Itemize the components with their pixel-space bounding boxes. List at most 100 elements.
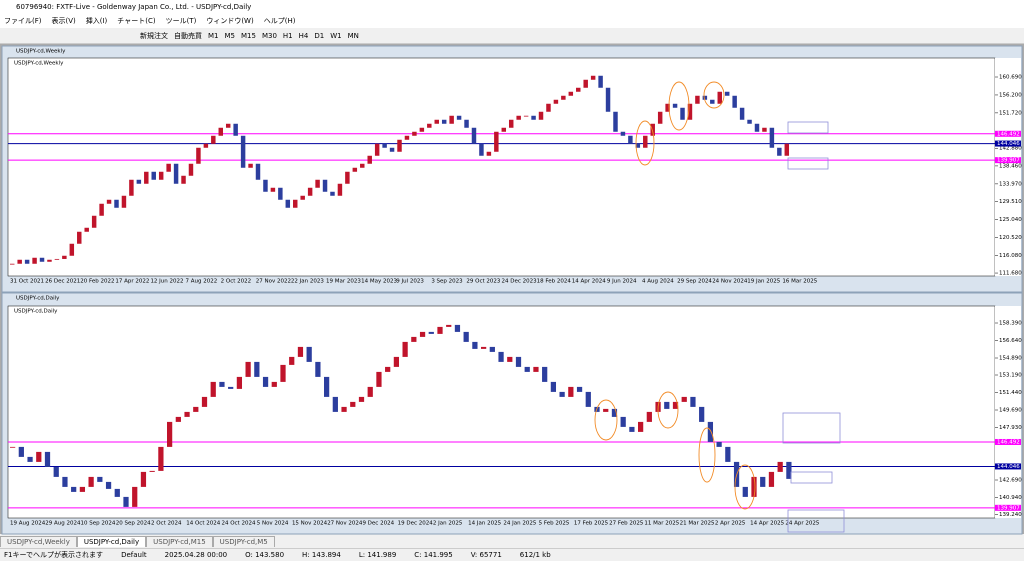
x-tick-label: 14 May 2023 <box>361 279 397 285</box>
level-tag <box>995 463 1021 470</box>
timeframe-button[interactable]: M15 <box>241 31 256 40</box>
x-tick-label: 9 Dec 2024 <box>362 521 394 527</box>
timeframe-button[interactable]: M5 <box>224 31 236 40</box>
candle <box>201 396 208 407</box>
toolbar-button[interactable]: 自動売買 <box>174 31 202 40</box>
menu-item[interactable]: 表示(V) <box>51 17 76 25</box>
title-bar: 60796940: FXTF-Live - Goldenway Japan Co… <box>0 0 1024 14</box>
candle <box>69 243 75 256</box>
candle <box>196 147 201 164</box>
candle <box>374 143 380 156</box>
timeframe-button[interactable]: MN <box>347 31 359 40</box>
candle <box>10 446 16 448</box>
menu-item[interactable]: 挿入(I) <box>85 17 108 25</box>
candle <box>158 446 164 471</box>
candle <box>590 75 596 80</box>
candle <box>489 346 495 352</box>
candle <box>742 486 748 497</box>
candle <box>376 371 382 387</box>
timeframe-button[interactable]: M1 <box>208 31 219 40</box>
price-axis <box>995 58 1021 276</box>
candle <box>441 119 447 124</box>
status-field: C: 141.995 <box>414 551 453 559</box>
candle <box>32 257 37 264</box>
candle <box>739 107 745 120</box>
x-tick-label: 20 Feb 2022 <box>80 279 114 285</box>
y-tick-label: 142.880 <box>999 146 1022 152</box>
candle <box>768 471 775 487</box>
x-tick-label: 29 Aug 2024 <box>45 521 81 527</box>
candle <box>434 119 439 124</box>
chart-tab[interactable]: USDJPY-cd,M5 <box>212 536 275 547</box>
candle <box>71 486 77 492</box>
candle <box>404 135 410 140</box>
status-field: O: 143.580 <box>245 551 285 559</box>
menu-item[interactable]: ヘルプ(H) <box>263 17 296 25</box>
chart-tab[interactable]: USDJPY-cd,Weekly <box>0 536 77 547</box>
candle <box>360 163 365 168</box>
timeframe-button[interactable]: H1 <box>282 31 293 40</box>
candle <box>471 127 477 144</box>
candle <box>289 356 295 365</box>
x-tick-label: 27 Nov 2024 <box>327 521 363 527</box>
candle <box>672 401 679 409</box>
candle <box>553 99 559 104</box>
timeframe-button[interactable]: D1 <box>314 31 325 40</box>
candle <box>769 127 775 148</box>
candle <box>538 111 544 120</box>
drawn-ellipse <box>635 120 655 166</box>
status-field: F1キーでヘルプが表示されます <box>4 551 104 559</box>
candle <box>149 470 155 472</box>
drawn-box <box>790 471 833 484</box>
y-tick-label: 120.520 <box>999 235 1022 241</box>
status-field: Default <box>121 551 147 559</box>
candle <box>79 486 86 492</box>
timeframe-button[interactable]: H4 <box>298 31 309 40</box>
candle <box>228 386 234 389</box>
chart-tab[interactable]: USDJPY-cd,M15 <box>146 536 213 547</box>
candle <box>193 406 199 412</box>
candle <box>481 346 487 349</box>
candle <box>175 416 181 422</box>
candle <box>240 135 246 168</box>
candle <box>702 95 708 100</box>
candle <box>62 476 68 487</box>
candle <box>393 356 400 367</box>
candle <box>576 87 581 92</box>
y-tick-label: 129.510 <box>999 199 1022 205</box>
x-tick-label: 31 Oct 2021 <box>10 279 44 285</box>
candle <box>508 119 514 128</box>
menu-item[interactable]: ツール(T) <box>165 17 197 25</box>
candle <box>123 496 129 507</box>
timeframe-button[interactable]: W1 <box>330 31 342 40</box>
menu-item[interactable]: チャート(C) <box>117 17 156 25</box>
chart-tab[interactable]: USDJPY-cd,Daily <box>76 536 147 547</box>
y-tick-label: 153.190 <box>999 373 1022 379</box>
menu-item[interactable]: ファイル(F) <box>4 17 42 25</box>
x-tick-label: 3 Sep 2023 <box>431 279 463 285</box>
candle <box>628 135 633 144</box>
candle <box>546 103 551 112</box>
menu-item[interactable]: ウィンドウ(W) <box>206 17 254 25</box>
y-tick-label: 133.970 <box>999 181 1022 187</box>
timeframe-button[interactable]: M30 <box>261 31 277 40</box>
x-tick-label: 24 Nov 2024 <box>712 279 748 285</box>
candle <box>271 381 277 387</box>
x-tick-label: 9 Jul 2023 <box>396 279 424 285</box>
candle <box>665 103 670 112</box>
x-tick-label: 2 Oct 2024 <box>151 521 182 527</box>
candle <box>236 376 243 389</box>
x-tick-label: 12 Jun 2022 <box>150 279 183 285</box>
candle <box>629 426 635 432</box>
x-tick-label: 18 Feb 2024 <box>537 279 572 285</box>
menu-bar: ファイル(F) 表示(V) 挿入(I) チャート(C) ツール(T) ウィンドウ(W) ヘル… <box>0 14 1024 28</box>
y-tick-label: 154.890 <box>999 356 1022 362</box>
toolbar-button[interactable]: 新規注文 <box>140 31 168 40</box>
window-title: 60796940: FXTF-Live - Goldenway Japan Co… <box>16 3 252 11</box>
candle <box>84 227 89 232</box>
candle <box>136 179 142 184</box>
y-tick-label: 138.460 <box>999 163 1022 169</box>
x-tick-label: 24 Dec 2023 <box>502 279 538 285</box>
candle <box>568 91 574 96</box>
